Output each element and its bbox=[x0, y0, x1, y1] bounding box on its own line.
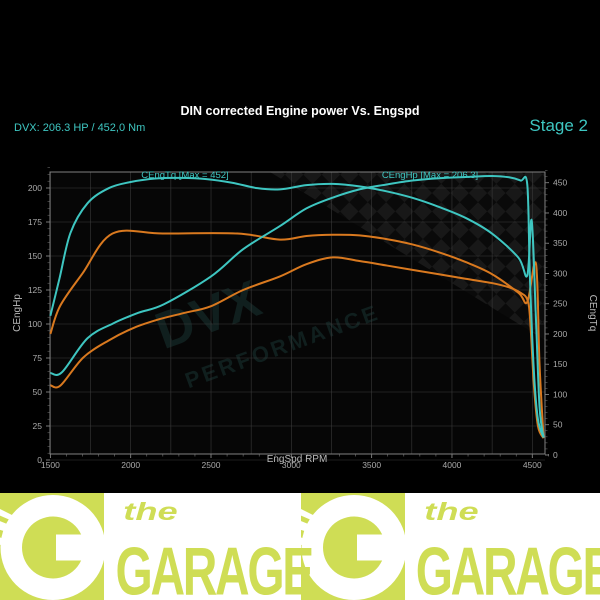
svg-text:25: 25 bbox=[33, 421, 43, 431]
svg-text:4000: 4000 bbox=[443, 460, 462, 470]
svg-text:200: 200 bbox=[28, 183, 42, 193]
svg-text:250: 250 bbox=[553, 299, 567, 309]
svg-text:2500: 2500 bbox=[202, 460, 221, 470]
svg-text:CEngHp [Max = 206.3]: CEngHp [Max = 206.3] bbox=[382, 170, 478, 181]
svg-text:150: 150 bbox=[28, 251, 42, 261]
svg-text:1500: 1500 bbox=[41, 460, 60, 470]
svg-text:450: 450 bbox=[553, 178, 567, 188]
svg-text:150: 150 bbox=[553, 359, 567, 369]
svg-text:350: 350 bbox=[553, 238, 567, 248]
svg-text:CEngTq: CEngTq bbox=[587, 295, 598, 332]
svg-text:0: 0 bbox=[553, 450, 558, 460]
svg-text:200: 200 bbox=[553, 329, 567, 339]
svg-text:CEngHp: CEngHp bbox=[12, 294, 23, 332]
svg-text:DIN corrected Engine power Vs.: DIN corrected Engine power Vs. Engspd bbox=[181, 104, 420, 118]
svg-text:300: 300 bbox=[553, 268, 567, 278]
svg-text:Stage 2: Stage 2 bbox=[529, 116, 588, 135]
svg-text:GARAGE: GARAGE bbox=[116, 534, 313, 600]
svg-text:the: the bbox=[123, 498, 177, 526]
svg-text:the: the bbox=[424, 498, 478, 526]
svg-text:125: 125 bbox=[28, 285, 42, 295]
svg-text:DVX: 206.3 HP / 452,0 Nm: DVX: 206.3 HP / 452,0 Nm bbox=[14, 122, 145, 134]
svg-text:100: 100 bbox=[28, 319, 42, 329]
svg-text:75: 75 bbox=[33, 353, 43, 363]
svg-text:GARAGE: GARAGE bbox=[416, 534, 600, 600]
svg-text:50: 50 bbox=[553, 420, 563, 430]
svg-text:EngSpd RPM: EngSpd RPM bbox=[267, 454, 328, 465]
svg-text:0: 0 bbox=[37, 455, 42, 465]
svg-text:2000: 2000 bbox=[121, 460, 140, 470]
svg-text:3500: 3500 bbox=[362, 460, 381, 470]
svg-text:4500: 4500 bbox=[523, 460, 542, 470]
svg-text:50: 50 bbox=[33, 387, 43, 397]
svg-text:175: 175 bbox=[28, 217, 42, 227]
svg-text:400: 400 bbox=[553, 208, 567, 218]
svg-text:100: 100 bbox=[553, 389, 567, 399]
svg-text:CEngTq [Max = 452]: CEngTq [Max = 452] bbox=[141, 170, 228, 181]
